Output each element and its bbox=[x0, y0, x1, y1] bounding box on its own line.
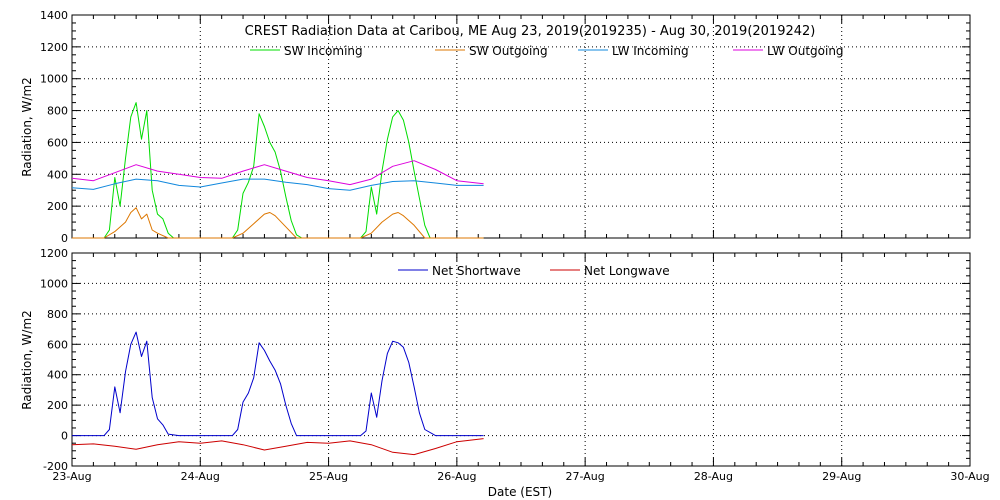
legend-label-lw-incoming: LW Incoming bbox=[612, 44, 689, 58]
x-tick-label: 25-Aug bbox=[309, 470, 348, 483]
series-line-sw-incoming bbox=[72, 102, 484, 239]
chart-title: CREST Radiation Data at Caribou, ME Aug … bbox=[245, 24, 816, 39]
y-tick-label: 600 bbox=[47, 136, 68, 149]
x-axis-label: Date (EST) bbox=[488, 485, 552, 499]
x-tick-label: 27-Aug bbox=[566, 470, 605, 483]
y-axis-label-top: Radiation, W/m2 bbox=[20, 77, 34, 177]
series-line-net-longwave bbox=[71, 438, 484, 456]
x-tick-label: 26-Aug bbox=[437, 470, 476, 483]
x-tick-label: 30-Aug bbox=[950, 470, 989, 483]
series-line-lw-outgoing bbox=[71, 160, 484, 186]
y-tick-label: 0 bbox=[61, 430, 68, 443]
y-tick-label: 200 bbox=[47, 200, 68, 213]
x-tick-label: 29-Aug bbox=[822, 470, 861, 483]
x-tick-label: 24-Aug bbox=[181, 470, 220, 483]
y-tick-label: 400 bbox=[47, 369, 68, 382]
y-axis-label-bottom: Radiation, W/m2 bbox=[20, 310, 34, 410]
legend-label-net-shortwave: Net Shortwave bbox=[432, 264, 521, 278]
y-tick-label: 800 bbox=[47, 308, 68, 321]
y-tick-label: 800 bbox=[47, 105, 68, 118]
x-tick-label: 28-Aug bbox=[694, 470, 733, 483]
y-tick-label: 1000 bbox=[40, 73, 68, 86]
legend-label-net-longwave: Net Longwave bbox=[584, 264, 670, 278]
legend-label-sw-outgoing: SW Outgoing bbox=[469, 44, 548, 58]
y-tick-label: 1000 bbox=[40, 277, 68, 290]
x-tick-label: 23-Aug bbox=[52, 470, 91, 483]
y-tick-label: 0 bbox=[61, 232, 68, 245]
legend-label-sw-incoming: SW Incoming bbox=[284, 44, 363, 58]
series-line-net-shortwave bbox=[72, 331, 484, 437]
legend-label-lw-outgoing: LW Outgoing bbox=[767, 44, 844, 58]
bottom-panel: -200 0 200 400 600 800 1000 1200 23-Aug 24-Aug 25-… bbox=[40, 247, 990, 483]
y-tick-label: 200 bbox=[47, 399, 68, 412]
plot-frame bbox=[71, 252, 971, 467]
y-tick-label: 1200 bbox=[40, 247, 68, 260]
y-tick-label: 600 bbox=[47, 338, 68, 351]
y-tick-label: 400 bbox=[47, 168, 68, 181]
series-line-lw-incoming bbox=[71, 178, 484, 191]
y-tick-label: 1200 bbox=[40, 41, 68, 54]
y-tick-label: -200 bbox=[43, 460, 68, 473]
top-panel: 0 200 400 600 800 1000 1200 1400 SW Incoming SW O… bbox=[40, 9, 971, 245]
series-line-sw-outgoing bbox=[72, 207, 484, 239]
y-tick-label: 1400 bbox=[40, 9, 68, 22]
